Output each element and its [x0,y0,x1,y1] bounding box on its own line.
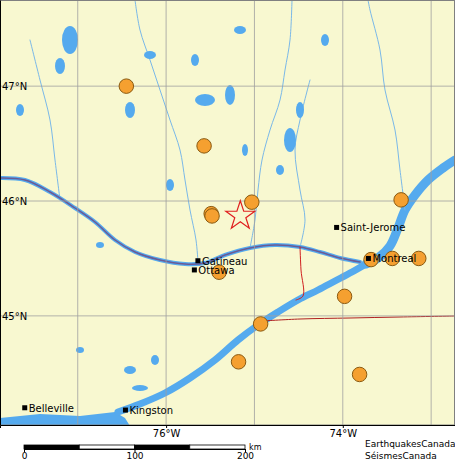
lake [124,366,136,374]
scale-segment [24,445,79,449]
map-figure: GatineauOttawaSaint-JeromeMontrealBellev… [0,0,455,467]
earthquake [337,289,351,303]
lake [242,144,248,156]
tick: 0 [22,449,28,461]
lake [76,347,84,353]
meridian [254,0,255,425]
provincial-boundary [0,178,360,264]
earthquake [231,355,245,369]
scale-segment [135,445,190,449]
meridian [77,0,78,425]
earthquake [205,209,219,223]
st-lawrence-river [118,264,366,412]
tick-label: 45°N [2,311,27,322]
axis-line [0,1,1,426]
tick-label: 46°N [2,196,27,207]
scale-unit: km [249,443,262,452]
earthquake [253,317,267,331]
credit: SéismesCanada [365,451,437,461]
labels: GatineauOttawaSaint-JeromeMontrealBellev… [29,222,417,416]
parallel [0,315,455,316]
meridian [342,0,343,425]
ottawa-river [0,178,360,264]
tick: 74°W [329,425,357,439]
lake [96,242,104,248]
credit: EarthquakesCanada [365,439,455,449]
meridian [431,0,432,425]
lake [276,165,284,175]
tick: 100 [126,449,143,461]
tick-label: 100 [126,451,143,461]
lake-ontario [0,412,130,425]
city-marker [123,408,128,413]
geography [0,0,455,425]
scale-segment [79,445,134,449]
city-label: Kingston [129,405,173,416]
st-lawrence-river [366,160,455,264]
lake [132,385,148,391]
x-axis: 76°W 74°W [1,425,455,439]
tick: 76°W [153,425,181,439]
lake [321,34,329,46]
lake [296,102,304,118]
tick-label: 74°W [329,428,357,439]
earthquake [197,139,211,153]
provincial-boundary [296,247,304,300]
meridian [166,0,167,425]
axis-line [1,426,455,429]
earthquake [119,79,133,93]
lake [225,85,235,105]
river [135,0,198,262]
y-axis: 45°N 46°N 47°N [0,1,27,426]
tick-label: 0 [22,451,28,461]
parallel [0,86,455,87]
epicenter [226,201,255,229]
map-frame [1,1,455,426]
international-boundary [262,316,455,321]
city-label: Ottawa [198,265,234,276]
lake [16,104,24,116]
plot-marks [22,79,426,413]
lake [191,54,199,66]
scale-bar: 0 100 200km [22,443,262,461]
grid [0,0,455,425]
city-label: Montreal [372,253,416,264]
river [295,80,310,247]
map-background [0,0,455,425]
parallel [0,201,455,202]
earthquake [245,195,259,209]
lake [125,102,135,118]
city-marker [22,405,27,410]
city-label: Belleville [29,403,74,414]
city-marker [192,267,197,272]
lake [195,94,215,106]
scale-axis: 0 100 200 [22,449,255,461]
city-marker [334,225,339,230]
tick-label: 47°N [2,81,27,92]
lake [55,58,65,74]
earthquake [394,193,408,207]
city-marker [195,258,200,263]
city-label: Saint-Jerome [341,222,406,233]
tick: 47°N [0,81,27,92]
lake [234,26,246,34]
river [368,0,405,210]
lake [284,128,296,152]
tick: 46°N [0,196,27,207]
lake [62,26,78,54]
tick-label: 200 [237,451,254,461]
tick-label: 76°W [153,428,181,439]
earthquake [352,367,366,381]
scale-segment [190,445,245,449]
tick: 45°N [0,311,27,322]
city-marker [366,256,371,261]
lake [151,355,159,365]
lake [166,179,174,191]
lake [144,51,156,59]
